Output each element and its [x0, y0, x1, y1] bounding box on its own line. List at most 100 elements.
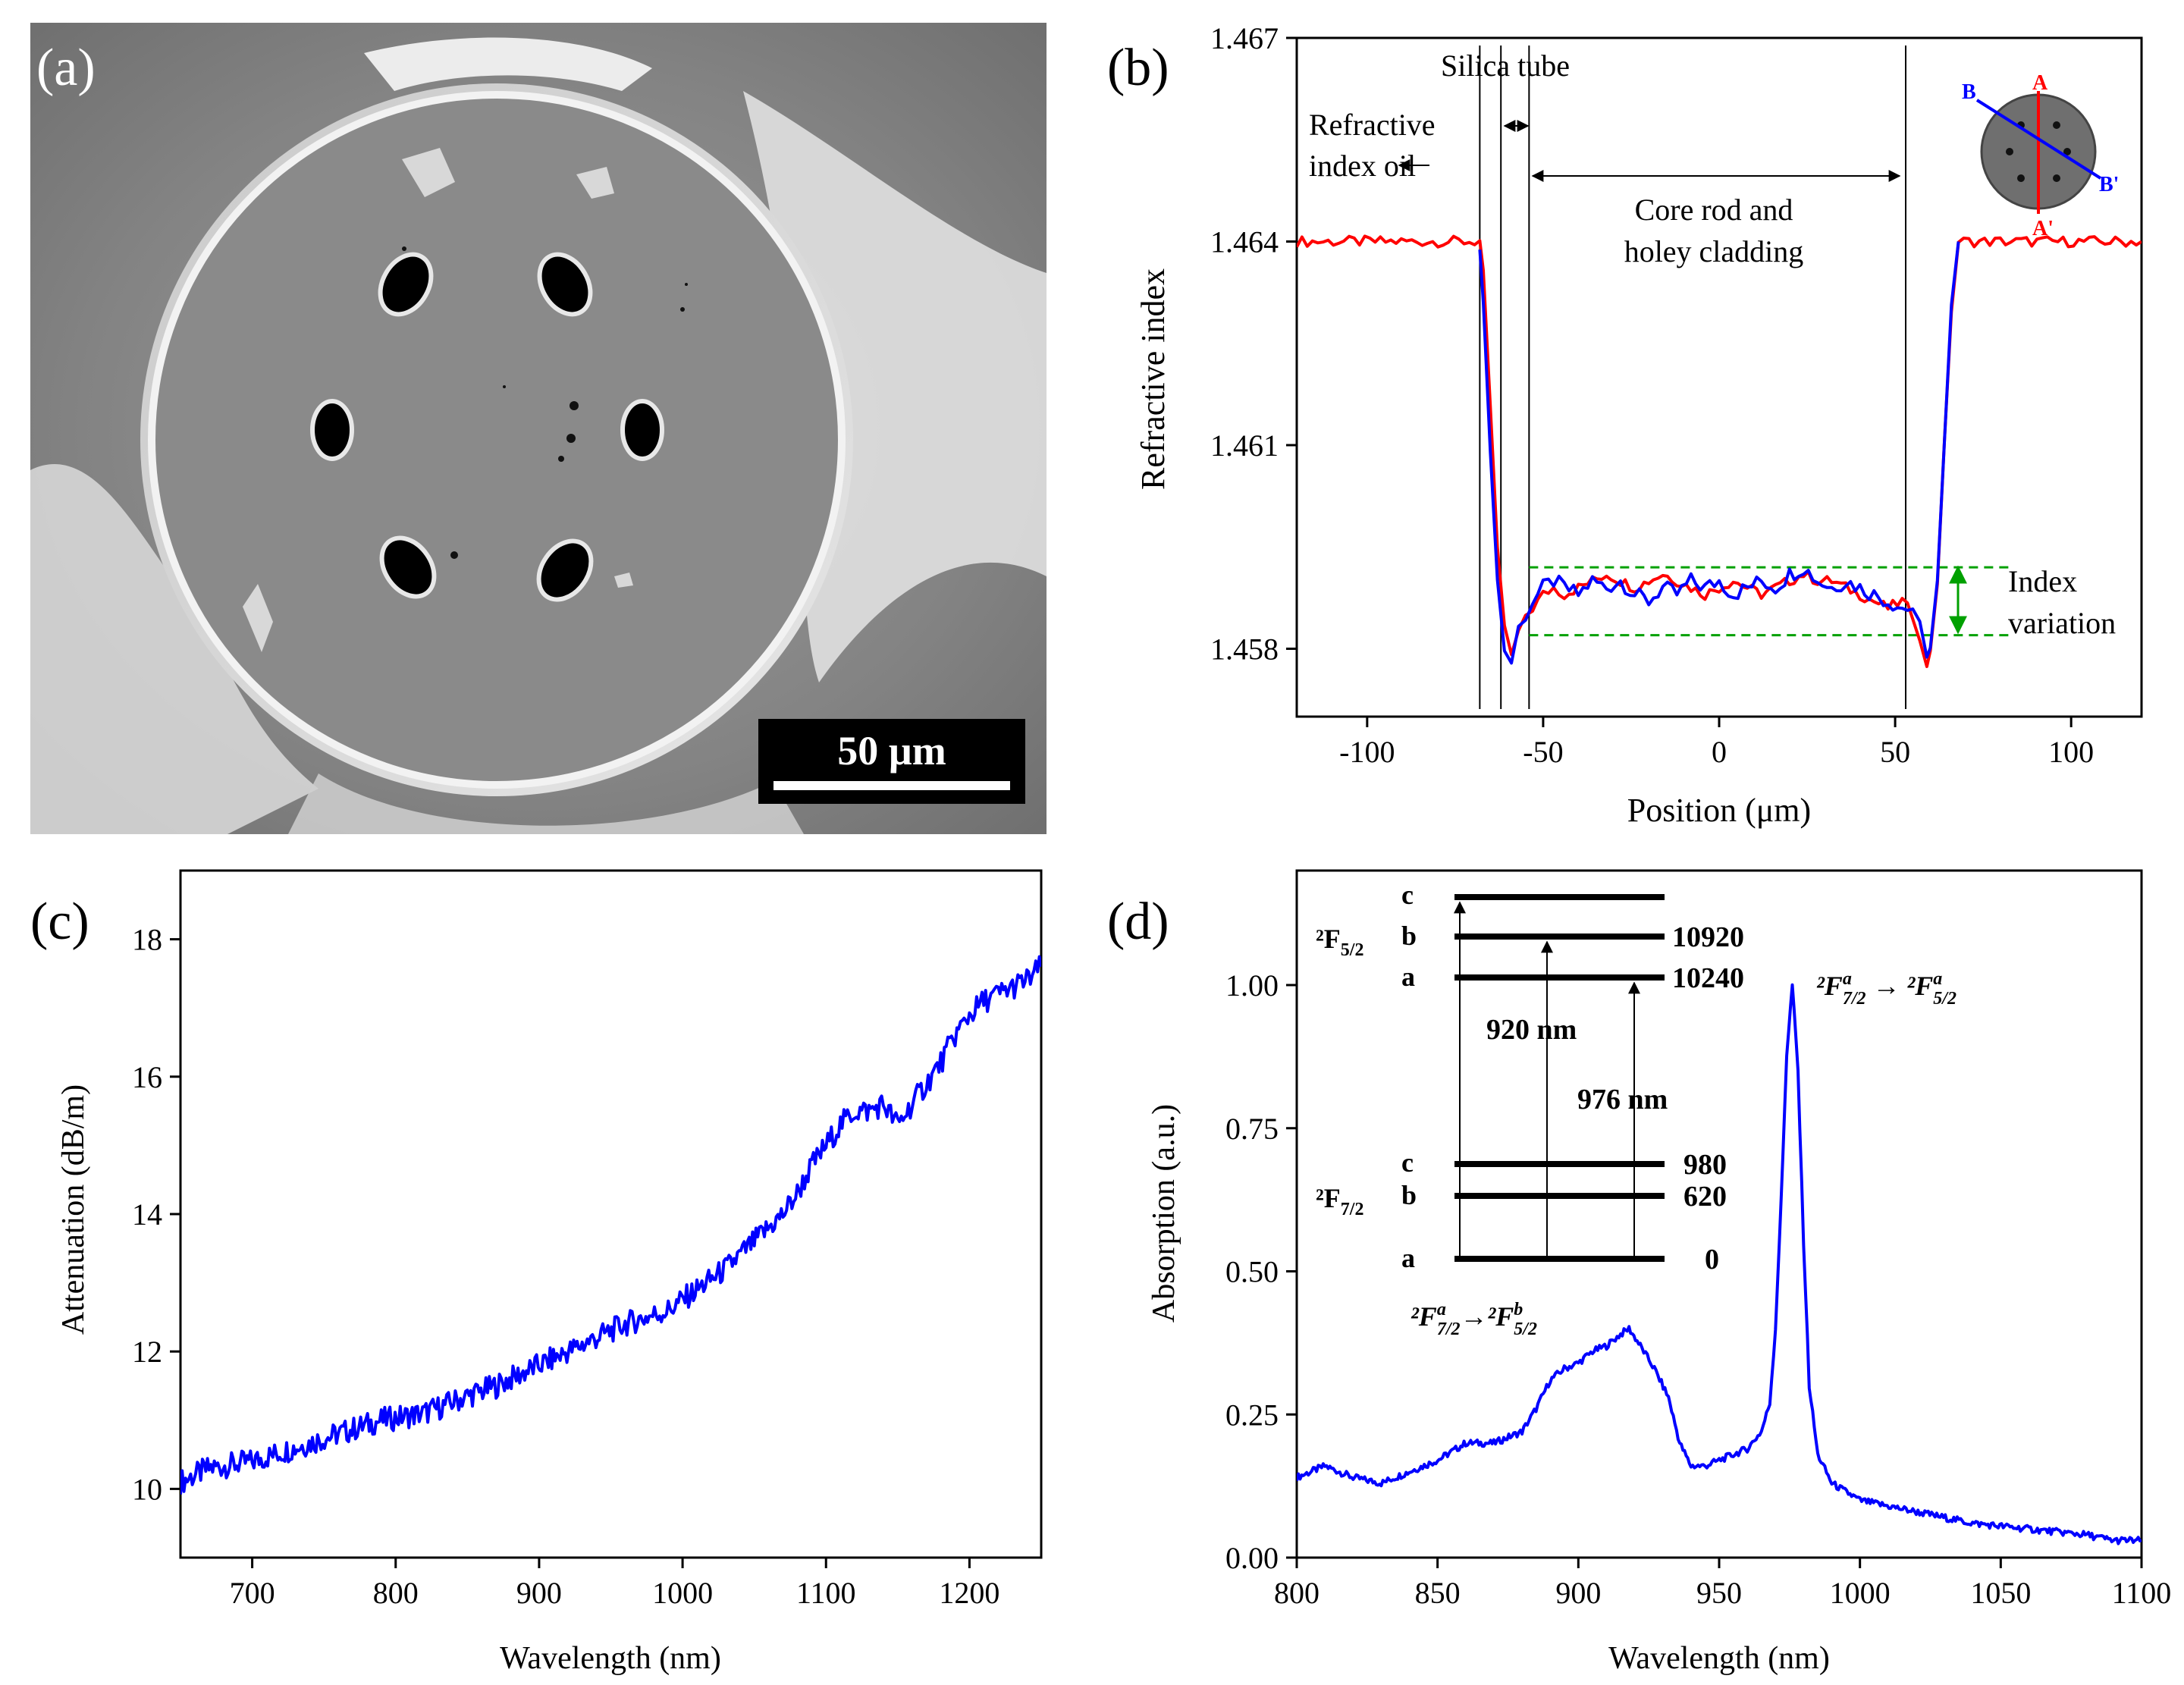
panel-label-c: (c) [30, 893, 89, 951]
inset-label-B-prime: B' [2099, 173, 2119, 196]
y-tick-label: 1.458 [1210, 632, 1279, 667]
x-axis-label-b: Position (μm) [1627, 792, 1811, 829]
y-tick-label: 1.00 [1225, 968, 1279, 1003]
air-hole [379, 535, 437, 599]
manifold-lower: ²F7/2 [1316, 1183, 1363, 1219]
peak-label-976: ²Fa 7/2 → ²Fa 5/2 [1816, 969, 1956, 1009]
x-tick-label: 1200 [939, 1576, 999, 1610]
x-tick-label: 1100 [796, 1576, 856, 1610]
axis-ticks-d: 800 850 900 950 1000 1050 1100 0.00 0.25 0.50 0.75… [1225, 968, 2171, 1610]
air-hole [536, 538, 594, 602]
inset-label-A: A [2032, 71, 2048, 95]
axis-ticks-c: 700 800 900 1000 1100 1200 10 12 14 16 18 [132, 923, 999, 1610]
x-axis-label-c: Wavelength (nm) [500, 1641, 721, 1676]
scale-bar [774, 781, 1010, 790]
level-label-upper-c: c [1401, 880, 1414, 910]
x-axis-label-d: Wavelength (nm) [1608, 1641, 1830, 1676]
x-tick-label: 950 [1696, 1576, 1742, 1610]
annotation-core-2: holey cladding [1624, 234, 1804, 268]
air-hole [537, 252, 593, 317]
y-tick-label: 16 [132, 1060, 162, 1094]
y-tick-label: 18 [132, 923, 162, 957]
x-tick-label: 100 [2048, 735, 2094, 769]
peak-label-920: ²Fa 7/2→²Fb 5/2 [1410, 1300, 1537, 1339]
annotation-silica-tube: Silica tube [1441, 49, 1570, 83]
transition-label-976: 976 nm [1577, 1084, 1668, 1115]
panel-label-a: (a) [36, 39, 96, 97]
x-tick-label: -50 [1523, 735, 1563, 769]
scale-bar-label: 50 µm [837, 728, 946, 773]
y-tick-label: 0.00 [1225, 1541, 1279, 1575]
y-tick-label: 1.464 [1210, 225, 1279, 259]
energy-value-upper-b: 10920 [1672, 921, 1744, 953]
manifold-upper: ²F5/2 [1316, 924, 1363, 960]
energy-value-lower-b: 620 [1684, 1181, 1727, 1213]
panel-d: (d) 800 850 900 950 1000 1050 1100 0.00 0.25 0.50… [1107, 869, 2171, 1676]
y-axis-label-b: Refractive index [1134, 268, 1172, 490]
x-tick-label: 1000 [652, 1576, 713, 1610]
panel-b: (b) -100 -50 0 50 100 1.458 1.461 1.464 1.467 Re… [1107, 21, 2143, 829]
series-b [1297, 234, 2142, 668]
sem-fiber-jacket-bottom [288, 773, 804, 834]
sem-fiber-jacket-top [364, 37, 652, 92]
sem-fiber-jacket-left [30, 464, 318, 834]
annotation-core-1: Core rod and [1635, 193, 1793, 227]
energy-value-upper-a: 10240 [1672, 962, 1744, 994]
x-tick-label: 1100 [2112, 1576, 2172, 1610]
y-tick-label: 12 [132, 1335, 162, 1369]
x-tick-label: 50 [1880, 735, 1910, 769]
axis-ticks-b: -100 -50 0 50 100 1.458 1.461 1.464 1.467 [1210, 21, 2094, 769]
level-label-lower-c: c [1401, 1147, 1414, 1178]
energy-value-lower-c: 980 [1684, 1149, 1727, 1181]
y-tick-label: 1.467 [1210, 21, 1279, 55]
level-label-upper-a: a [1401, 962, 1415, 992]
inset-fiber-cross-section: A A' B B' [1962, 71, 2119, 240]
air-hole [620, 399, 664, 461]
y-tick-label: 1.461 [1210, 428, 1279, 463]
x-tick-label: 800 [373, 1576, 419, 1610]
energy-level-diagram: c b a c b a 10920 10240 980 620 0 ²F5/2 … [1316, 880, 1744, 1276]
series-line [1297, 234, 2142, 668]
x-tick-label: 1000 [1830, 1576, 1891, 1610]
panel-c: (c) 700 800 900 1000 1100 1200 10 12 14 16 18 Atte… [30, 869, 1043, 1676]
panel-label-b: (b) [1107, 39, 1169, 97]
y-tick-label: 10 [132, 1472, 162, 1506]
x-tick-label: 900 [1555, 1576, 1601, 1610]
x-tick-label: 700 [230, 1576, 275, 1610]
energy-value-lower-a: 0 [1705, 1244, 1719, 1276]
series-d [1297, 983, 2142, 1545]
series-line [1297, 983, 2142, 1545]
series-line [180, 955, 1041, 1495]
x-tick-label: -100 [1339, 735, 1395, 769]
series-c [180, 955, 1041, 1495]
x-tick-label: 1050 [1970, 1576, 2031, 1610]
transition-label-920: 920 nm [1486, 1014, 1577, 1046]
x-tick-label: 850 [1415, 1576, 1461, 1610]
surface-debris [243, 148, 633, 652]
air-hole [310, 399, 354, 461]
y-axis-label-d: Absorption (a.u.) [1147, 1104, 1181, 1323]
annotation-index-var-1: Index [2008, 564, 2077, 598]
x-tick-label: 900 [516, 1576, 562, 1610]
y-tick-label: 0.50 [1225, 1255, 1279, 1289]
panel-a: 50 µm (a) [30, 23, 1046, 834]
x-tick-label: 0 [1712, 735, 1727, 769]
annotation-ri-oil-1: Refractive [1309, 108, 1436, 142]
inset-label-B: B [1962, 80, 1976, 104]
boundary-lines-b [1479, 45, 1907, 709]
plot-frame-c [179, 869, 1043, 1559]
level-label-upper-b: b [1401, 921, 1417, 951]
annotation-index-var-2: variation [2008, 606, 2116, 640]
y-tick-label: 0.75 [1225, 1112, 1279, 1146]
panel-label-d: (d) [1107, 893, 1169, 951]
inset-label-A-prime: A' [2032, 217, 2054, 240]
air-holes [310, 252, 664, 602]
small-holes [402, 246, 688, 559]
fiber-cross-section [148, 91, 846, 789]
y-axis-label-c: Attenuation (dB/m) [56, 1084, 91, 1335]
y-tick-label: 14 [132, 1197, 162, 1232]
level-label-lower-a: a [1401, 1243, 1415, 1273]
x-tick-label: 800 [1274, 1576, 1320, 1610]
series-line [1478, 241, 1960, 665]
